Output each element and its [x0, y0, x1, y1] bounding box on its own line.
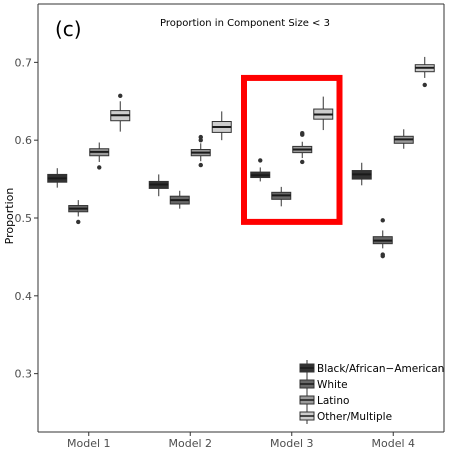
- highlight-rectangle: [241, 74, 343, 225]
- annotations: [241, 74, 343, 225]
- boxes: [47, 56, 435, 259]
- outlier-point: [258, 158, 263, 163]
- x-tick-label: Model 2: [168, 437, 212, 450]
- box-latino-model-4: [393, 129, 414, 149]
- box-black-african-american-model-2: [148, 174, 169, 197]
- legend-entry: White: [299, 376, 348, 392]
- box-black-african-american-model-3: [250, 158, 271, 182]
- box-white-model-1: [68, 200, 89, 225]
- outlier-point: [380, 218, 385, 223]
- box-latino-model-2: [190, 134, 211, 168]
- y-tick-label: 0.5: [15, 212, 33, 225]
- outlier-point: [300, 159, 305, 165]
- box-other-multiple-model-4: [414, 56, 435, 88]
- box-white-model-3: [271, 186, 292, 207]
- outlier-point: [118, 93, 123, 99]
- outlier-point: [198, 137, 203, 143]
- y-tick-label: 0.7: [15, 56, 33, 69]
- panel-label: (c): [55, 17, 82, 41]
- outlier-point: [422, 82, 427, 88]
- legend-label: Other/Multiple: [317, 411, 392, 423]
- y-tick-label: 0.3: [15, 368, 33, 381]
- legend-entry: Other/Multiple: [299, 408, 392, 424]
- legend: Black/African−American White Latino Other/M…: [299, 360, 444, 424]
- box-other-multiple-model-1: [110, 93, 131, 132]
- chart-title: Proportion in Component Size < 3: [160, 18, 330, 29]
- box-white-model-4: [372, 218, 393, 259]
- legend-label: Latino: [317, 395, 349, 407]
- legend-label: White: [317, 379, 348, 391]
- box-latino-model-1: [89, 142, 110, 170]
- x-tick-label: Model 4: [371, 437, 415, 450]
- y-ticks: 0.3 0.4 0.5 0.6 0.7: [15, 56, 38, 381]
- box-latino-model-3: [292, 130, 313, 165]
- outlier-point: [198, 134, 203, 140]
- legend-entry: Latino: [299, 392, 349, 408]
- x-tick-label: Model 1: [67, 437, 111, 450]
- outlier-point: [76, 219, 81, 225]
- box-black-african-american-model-4: [351, 162, 372, 186]
- outlier-point: [198, 162, 203, 168]
- x-tick-label: Model 3: [270, 437, 314, 450]
- box-white-model-2: [169, 190, 190, 209]
- y-tick-label: 0.6: [15, 134, 33, 147]
- outlier-point: [97, 165, 102, 170]
- outlier-point: [380, 253, 385, 259]
- x-ticks: Model 1 Model 2 Model 3 Model 4: [67, 432, 415, 450]
- outlier-point: [300, 132, 305, 137]
- box-black-african-american-model-1: [47, 168, 68, 188]
- box-other-multiple-model-3: [313, 96, 334, 131]
- box-other-multiple-model-2: [211, 111, 232, 141]
- legend-entry: Black/African−American: [299, 360, 444, 376]
- y-axis-label: Proportion: [3, 188, 16, 245]
- y-tick-label: 0.4: [15, 290, 33, 303]
- legend-label: Black/African−American: [317, 363, 444, 375]
